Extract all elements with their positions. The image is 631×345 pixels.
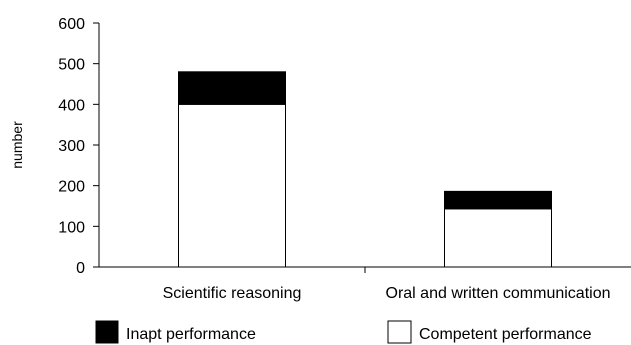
y-tick-label: 200 [58,179,85,196]
y-tick-label: 0 [76,260,85,277]
legend: Inapt performance Competent performance [95,320,592,344]
y-ticks-group: 0 100 200 300 400 500 600 [58,16,99,277]
category-labels-group: Scientific reasoning Oral and written com… [163,285,611,302]
x-category-label: Oral and written communication [386,285,611,302]
bar-segment-competent-0 [178,103,286,268]
legend-label-competent: Competent performance [419,326,592,343]
legend-item-inapt: Inapt performance [95,320,256,344]
bars-group [178,71,552,268]
legend-label-inapt: Inapt performance [126,326,256,343]
legend-swatch-competent [387,320,412,344]
legend-swatch-inapt [95,320,119,344]
x-category-label: Scientific reasoning [163,285,302,302]
bar-segment-inapt-0 [178,71,286,105]
y-tick-label: 100 [58,219,85,236]
y-tick-label: 500 [58,57,85,74]
legend-item-competent: Competent performance [387,320,592,344]
y-tick-label: 300 [58,138,85,155]
y-axis-title: number [9,121,25,169]
y-tick-label: 400 [58,97,85,114]
y-tick-label: 600 [58,16,85,33]
bar-segment-inapt-1 [444,190,552,210]
bar-segment-competent-1 [444,208,552,268]
